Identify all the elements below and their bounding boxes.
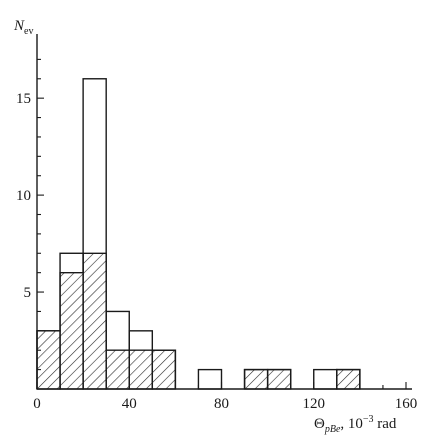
x-tick-label-160: 160 <box>395 396 418 412</box>
x-axis-label: ΘpBe, 10−3 rad <box>314 414 397 435</box>
axes <box>36 34 412 390</box>
y-tick-label-10: 10 <box>16 188 31 204</box>
hatched-bar-2 <box>83 253 107 389</box>
hatched-bar-6 <box>244 369 268 389</box>
y-tick-label-5: 5 <box>24 285 32 301</box>
hatched-bar-4 <box>129 350 153 389</box>
hatched-series <box>36 252 361 389</box>
hatched-bar-1 <box>60 272 84 389</box>
hatched-bar-7 <box>267 369 291 389</box>
y-axis-label: Nev <box>13 18 33 37</box>
ticks: 0 40 80 120 160 5 10 15 <box>16 58 418 412</box>
x-tick-label-40: 40 <box>122 396 137 412</box>
hatched-bar-3 <box>106 350 130 389</box>
open-bar-6 <box>197 368 223 390</box>
x-tick-label-120: 120 <box>303 396 326 412</box>
hatched-bar-5 <box>152 350 176 389</box>
x-tick-label-80: 80 <box>214 396 229 412</box>
open-bar-9 <box>313 368 338 390</box>
y-tick-label-15: 15 <box>16 91 31 107</box>
x-tick-label-0: 0 <box>33 396 41 412</box>
hatched-bar-8 <box>336 369 360 389</box>
hatched-bar-0 <box>37 330 61 389</box>
